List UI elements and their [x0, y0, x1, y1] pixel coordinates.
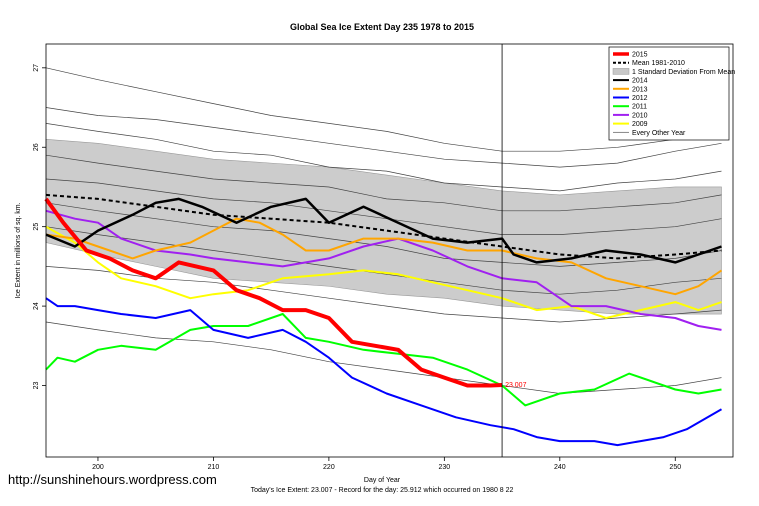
series-line-2014-15 — [45, 197, 722, 264]
current-value-label: 23.007 — [505, 382, 527, 389]
x-tick-label-210: 210 — [208, 464, 220, 471]
series-line-2009-10 — [45, 225, 722, 319]
y-axis-label: Ice Extent in millions of sq. km. — [15, 202, 22, 298]
y-axis: 23 24 25 26 27 — [33, 64, 46, 390]
legend-label-2014: 2014 — [632, 78, 648, 85]
series-line-2012-13 — [45, 297, 722, 447]
x-tick-label-230: 230 — [439, 464, 451, 471]
chart-footer: Today's Ice Extent: 23.007 - Record for … — [251, 487, 514, 494]
series-line-2011-12 — [45, 313, 722, 407]
series-line-every-other-year-1 — [45, 107, 722, 168]
series-line-2010-11 — [45, 209, 722, 331]
legend-label-2010: 2010 — [632, 112, 648, 119]
series-line-2015-16 — [44, 197, 503, 388]
series-line-mean-1981-2010-9 — [45, 193, 722, 260]
x-tick-label-240: 240 — [554, 464, 566, 471]
series-line-every-other-year-8 — [45, 321, 722, 394]
x-tick-label-200: 200 — [92, 464, 104, 471]
y-tick-label-24: 24 — [33, 302, 40, 310]
x-axis-label: Day of Year — [364, 477, 401, 484]
series-line-2013-14 — [45, 217, 723, 296]
x-tick-label-250: 250 — [669, 464, 681, 471]
legend-label-2015: 2015 — [632, 52, 648, 59]
x-tick-label-220: 220 — [323, 464, 335, 471]
series-layer — [44, 67, 723, 447]
watermark-url: http://sunshinehours.wordpress.com — [8, 472, 217, 487]
y-tick-label-26: 26 — [33, 143, 40, 151]
series-line-every-other-year-6 — [45, 226, 722, 295]
chart-title: Global Sea Ice Extent Day 235 1978 to 20… — [290, 22, 474, 32]
legend-label-1-standard-deviation-from-mean: 1 Standard Deviation From Mean — [632, 69, 735, 76]
plot-frame — [45, 43, 734, 458]
legend-label-2013: 2013 — [632, 86, 648, 93]
legend-label-2009: 2009 — [632, 121, 648, 128]
legend-label-mean-1981-2010: Mean 1981-2010 — [632, 60, 685, 67]
series-line-every-other-year-5 — [45, 202, 722, 267]
legend-label-every-other-year: Every Other Year — [632, 130, 686, 137]
series-line-every-other-year-2 — [45, 123, 722, 192]
legend-label-2011: 2011 — [632, 104, 647, 111]
legend-swatch-1-standard-deviation-from-mean — [612, 68, 630, 75]
y-tick-label-23: 23 — [33, 382, 40, 390]
x-axis: 200 210 220 230 240 250 — [92, 457, 681, 471]
series-line-every-other-year-0 — [45, 67, 722, 152]
y-tick-label-27: 27 — [33, 64, 40, 72]
series-line-every-other-year-3 — [45, 154, 722, 212]
legend-label-2012: 2012 — [632, 95, 648, 102]
y-tick-label-25: 25 — [33, 223, 40, 231]
